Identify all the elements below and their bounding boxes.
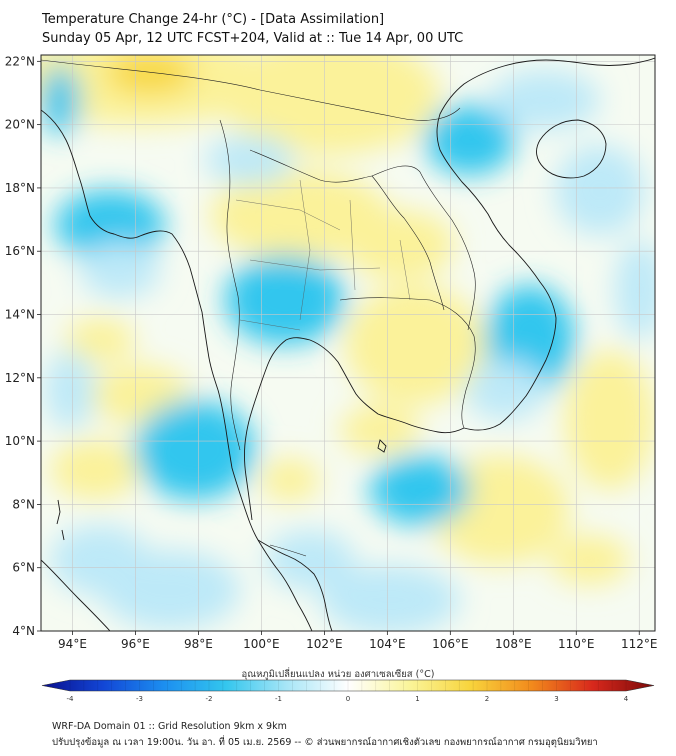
lat-tick-label: 14°N [5,308,35,322]
border-myanmar-thailand [219,119,241,451]
lat-tick-label: 22°N [5,54,35,68]
border-thailand-laos [249,149,445,311]
coastline-sumatra [41,559,111,631]
country-borders [41,59,476,557]
map-subtitle: Sunday 05 Apr, 12 UTC FCST+204, Valid at… [42,31,464,46]
phu-quoc-island [377,439,387,453]
lat-tick-label: 10°N [5,434,35,448]
lon-tick-label: 110°E [558,637,595,651]
colorbar-tick-label: -2 [206,695,213,703]
border-laos-vietnam [371,165,476,331]
coastlines [41,57,655,631]
lon-tick-label: 94°E [58,637,87,651]
lon-tick-label: 102°E [306,637,343,651]
colorbar-title: อุณหภูมิเปลี่ยนแปลง หน่วย องศาเซลเซียส (… [241,669,435,680]
lat-tick-label: 18°N [5,181,35,195]
border-china [41,59,461,121]
colorbar-tick-label: 1 [415,695,419,703]
axis-labels: 94°E 96°E 98°E 100°E 102°E 104°E 106°E 108°E 110… [5,54,658,651]
graticule [41,55,655,632]
coastline-peninsula-east [257,539,333,631]
footer-credit: ปรับปรุงข้อมูล ณ เวลา 19:00น. วัน อา. ที… [52,737,598,748]
colorbar: -4 -3 -2 -1 0 1 2 3 4 [41,679,655,703]
colorbar-tick-label: 3 [554,695,558,703]
lon-tick-label: 112°E [621,637,658,651]
lat-tick-label: 4°N [12,624,35,638]
hainan-island [536,119,607,179]
lat-tick-label: 6°N [12,561,35,575]
footer-model-info: WRF-DA Domain 01 :: Grid Resolution 9km … [52,721,287,732]
colorbar-scale [41,679,655,692]
coastline-gulf-north [309,339,465,434]
lon-tick-label: 100°E [243,637,280,651]
colorbar-tick-label: 4 [624,695,629,703]
coastline-peninsula-west [217,389,313,631]
lat-tick-label: 16°N [5,244,35,258]
lat-tick-label: 12°N [5,371,35,385]
lon-tick-label: 106°E [432,637,469,651]
map-title: Temperature Change 24-hr (°C) - [Data As… [42,12,385,27]
border-thailand-malaysia [269,544,307,557]
coastline-vietnam [436,57,655,431]
coastline-myanmar-west [41,109,219,391]
temperature-field [41,55,655,631]
plot-frame [40,54,656,632]
lat-tick-label: 8°N [12,497,35,511]
colorbar-tick-label: 2 [485,695,489,703]
lon-tick-label: 96°E [121,637,150,651]
colorbar-tick-label: 0 [346,695,350,703]
lon-tick-label: 104°E [369,637,406,651]
colorbar-tick-label: -1 [275,695,282,703]
lon-tick-label: 108°E [495,637,532,651]
colorbar-tick-label: -4 [67,695,75,703]
lat-tick-label: 20°N [5,118,35,132]
coastline-gulf-west [244,337,311,521]
lon-tick-label: 98°E [184,637,213,651]
colorbar-tick-label: -3 [136,695,143,703]
provincial-lines [235,179,411,331]
border-cambodia [339,297,476,429]
andaman-islands [56,499,65,541]
colorbar-ticks: -4 -3 -2 -1 0 1 2 3 4 [67,680,629,703]
